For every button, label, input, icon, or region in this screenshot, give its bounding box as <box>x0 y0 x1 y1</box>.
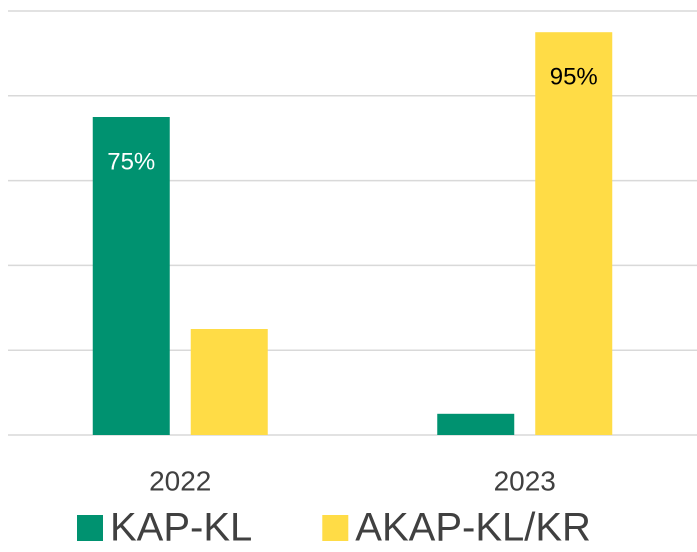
legend-label: AKAP-KL/KR <box>355 506 591 550</box>
legend-swatch <box>77 515 103 541</box>
bar <box>535 32 613 435</box>
x-tick-label: 2022 <box>149 465 211 496</box>
legend-swatch <box>322 515 349 541</box>
bar <box>190 329 268 435</box>
data-label: 95% <box>550 64 598 91</box>
data-label: 75% <box>107 148 155 175</box>
bar <box>92 117 170 435</box>
bar <box>437 413 515 435</box>
legend-label: KAP-KL <box>110 506 252 550</box>
x-tick-label: 2023 <box>494 465 556 496</box>
